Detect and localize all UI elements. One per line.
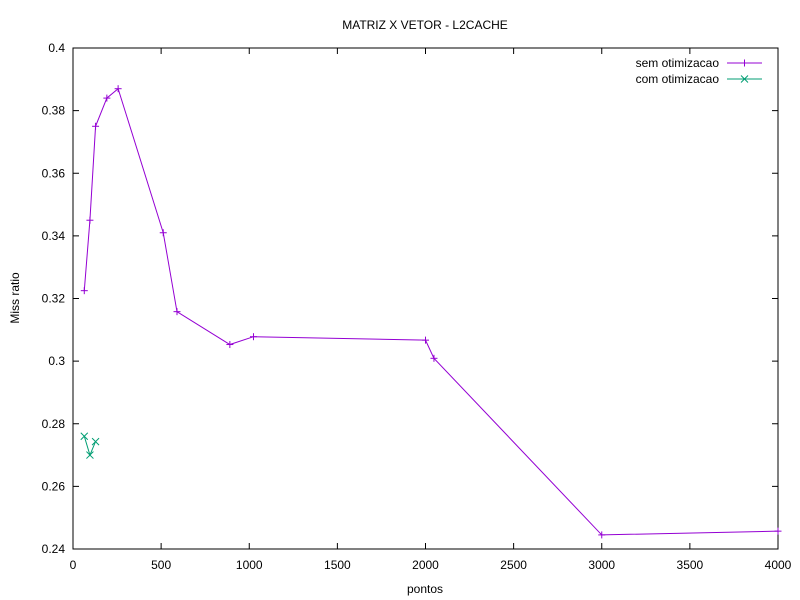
data-point-sem-otimizacao [86, 216, 94, 224]
series-layer [80, 85, 782, 539]
plot-frame [72, 47, 779, 550]
data-point-sem-otimizacao [430, 354, 438, 362]
marker-stroke [740, 75, 749, 83]
series-line-sem-otimizacao [83, 87, 779, 536]
y-tick-label: 0.28 [42, 417, 66, 431]
x-tick-label: 3000 [588, 558, 615, 572]
data-point-sem-otimizacao [598, 531, 606, 539]
y-tick-label: 0.32 [42, 292, 66, 306]
x-axis-title: pontos [407, 582, 443, 596]
data-point-com-otimizacao [91, 437, 100, 446]
axis-ticks [72, 47, 779, 550]
y-tick-label: 0.3 [48, 354, 65, 368]
legend-label-sem-otimizacao: sem otimizacao [636, 56, 720, 70]
data-point-sem-otimizacao [80, 287, 88, 295]
data-point-sem-otimizacao [103, 94, 111, 102]
chart-title: MATRIZ X VETOR - L2CACHE [342, 18, 508, 32]
data-point-sem-otimizacao [774, 527, 782, 535]
x-tick-label: 3500 [677, 558, 704, 572]
y-tick-label: 0.26 [42, 479, 66, 493]
data-point-sem-otimizacao [249, 333, 257, 341]
data-point-sem-otimizacao [92, 122, 100, 130]
data-point-sem-otimizacao [173, 308, 181, 316]
data-point-sem-otimizacao [159, 229, 167, 237]
legend-marker-sem-otimizacao [741, 59, 748, 67]
x-tick-label: 0 [70, 558, 77, 572]
tick-labels: 0 500 1000 1500 2000 2500 3000 3500 4000 0.24 0.26… [42, 41, 792, 572]
x-tick-label: 2000 [412, 558, 439, 572]
data-point-com-otimizacao [86, 451, 94, 459]
y-tick-label: 0.4 [48, 41, 65, 55]
x-tick-label: 1500 [324, 558, 351, 572]
marker-stroke [86, 451, 94, 459]
data-point-sem-otimizacao [422, 336, 429, 344]
marker-stroke [80, 432, 89, 441]
data-point-sem-otimizacao [226, 341, 234, 349]
legend: sem otimizacao com otimizacao [636, 56, 762, 86]
data-point-com-otimizacao [80, 432, 89, 441]
legend-label-com-otimizacao: com otimizacao [636, 72, 720, 86]
x-tick-label: 1000 [236, 558, 263, 572]
data-point-sem-otimizacao [114, 85, 122, 93]
x-tick-label: 2500 [500, 558, 527, 572]
y-tick-label: 0.34 [42, 229, 66, 243]
y-tick-label: 0.24 [42, 542, 66, 556]
series-line-com-otimizacao [83, 436, 97, 457]
marker-stroke [91, 437, 100, 446]
y-tick-label: 0.36 [42, 166, 66, 180]
x-tick-label: 500 [151, 558, 171, 572]
legend-marker-com-otimizacao [740, 75, 749, 83]
y-tick-label: 0.38 [42, 104, 66, 118]
x-tick-label: 4000 [765, 558, 792, 572]
y-axis-title: Miss ratio [8, 272, 22, 324]
